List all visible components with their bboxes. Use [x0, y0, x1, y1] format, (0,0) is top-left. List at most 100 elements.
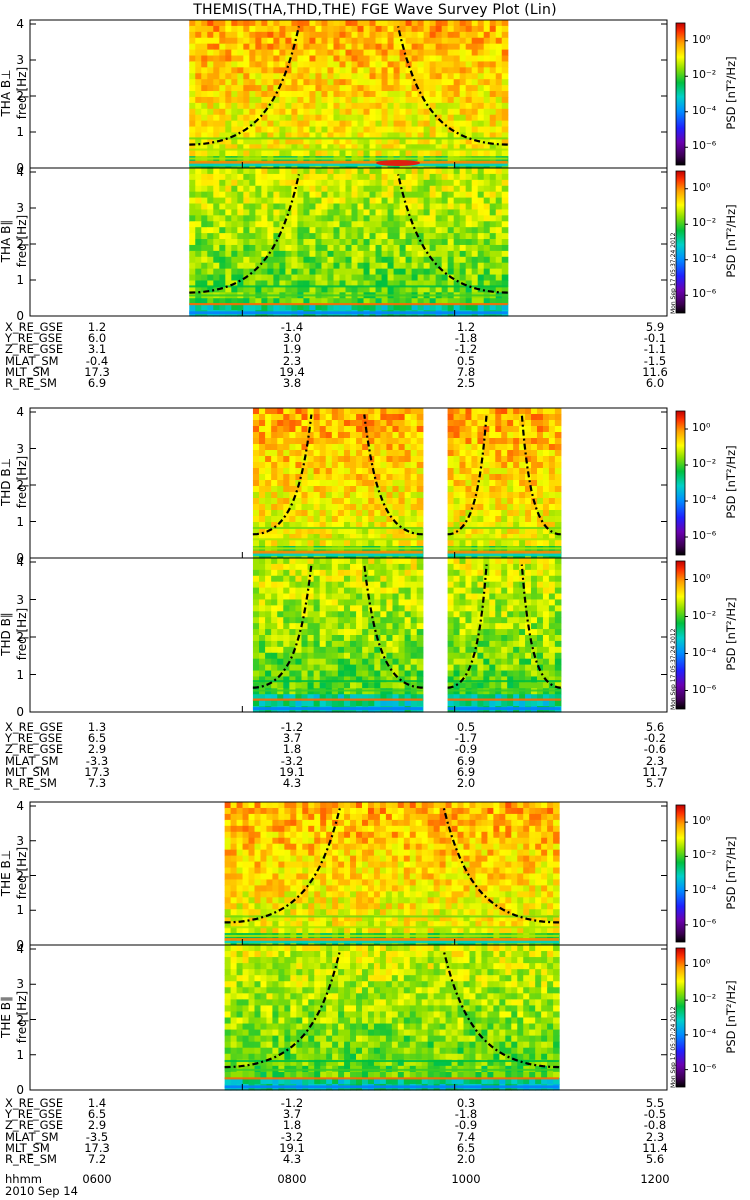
spectrogram-cell: [542, 575, 550, 583]
spectrogram-cell: [207, 138, 214, 145]
spectrogram-cell: [271, 540, 278, 547]
spectrogram-cell: [295, 534, 303, 541]
spectrogram-cell: [531, 658, 538, 666]
spectrogram-cell: [327, 268, 335, 276]
spectrogram-cell: [453, 575, 461, 583]
spectrogram-cell: [339, 244, 347, 252]
spectrogram-cell: [339, 120, 347, 128]
spectrogram-cell: [319, 635, 327, 642]
spectrogram-cell: [225, 203, 232, 211]
spectrogram-cell: [333, 96, 341, 104]
spectrogram-cell: [459, 640, 467, 648]
spectrogram-cell: [453, 25, 461, 33]
spectrogram-cell: [405, 126, 413, 134]
spectrogram-cell: [495, 486, 502, 493]
spectrogram-cell: [548, 414, 556, 421]
spectrogram-cell: [536, 456, 544, 463]
spectrogram-cell: [343, 658, 351, 666]
spectrogram-cell: [471, 227, 479, 234]
spectrogram-cell: [356, 635, 363, 642]
spectrogram-cell: [333, 20, 341, 27]
spectrogram-cell: [265, 516, 272, 523]
spectrogram-cell: [369, 67, 377, 74]
spectrogram-cell: [513, 480, 520, 487]
spectrogram-cell: [285, 191, 293, 199]
spectrogram-cell: [331, 498, 339, 505]
spectrogram-cell: [309, 61, 317, 68]
spectrogram-cell: [519, 468, 526, 475]
spectrogram-cell: [277, 516, 284, 523]
spectrogram-cell: [195, 239, 202, 246]
spectrogram-cell: [525, 504, 532, 511]
spectrogram-cell: [265, 575, 272, 583]
spectrogram-cell: [513, 486, 520, 493]
spectral-band: [189, 137, 508, 140]
spectrogram-cell: [554, 575, 562, 583]
spectrogram-cell: [465, 185, 473, 193]
spectrogram-cell: [459, 605, 467, 612]
spectrogram-cell: [435, 215, 443, 222]
spectrogram-cell: [501, 629, 508, 636]
spectrogram-cell: [405, 108, 413, 116]
spectrogram-cell: [362, 682, 369, 689]
spectrogram-cell: [429, 138, 437, 145]
spectrogram-cell: [189, 150, 196, 157]
spectrogram-cell: [295, 652, 303, 660]
spectrogram-cell: [483, 96, 491, 104]
spectrogram-cell: [350, 414, 357, 421]
spectrogram-cell: [405, 96, 413, 104]
spectrogram-cell: [531, 646, 538, 654]
spectrogram-cell: [283, 558, 290, 565]
spectrogram-cell: [483, 43, 491, 51]
spectrogram-cell: [333, 280, 341, 287]
spectrogram-cell: [339, 126, 347, 134]
spectrogram-cell: [313, 498, 321, 505]
spectrogram-cell: [271, 682, 278, 689]
spectrogram-cell: [501, 215, 509, 222]
spectrogram-cell: [249, 203, 256, 211]
spectrogram-cell: [489, 37, 497, 45]
spectrogram-cell: [333, 256, 341, 264]
spectrogram-cell: [542, 540, 550, 547]
spectrogram-cell: [453, 629, 461, 636]
spectrogram-cell: [392, 581, 400, 589]
spectrogram-cell: [429, 250, 437, 258]
spectrogram-cell: [495, 658, 502, 666]
spectrogram-cell: [285, 108, 293, 116]
spectrogram-cell: [307, 468, 315, 475]
spectrogram-cell: [291, 20, 299, 27]
spectrogram-cell: [351, 203, 359, 211]
spectrogram-cell: [483, 209, 491, 216]
spectrogram-cell: [495, 432, 502, 439]
spectrogram-cell: [423, 37, 431, 45]
spectrogram-cell: [447, 67, 455, 74]
spectrogram-cell: [368, 640, 375, 648]
spectrogram-cell: [542, 432, 550, 439]
spectrogram-cell: [465, 91, 473, 98]
spectrogram-cell: [213, 25, 220, 33]
spectrogram-cell: [283, 700, 290, 707]
spectrogram-cell: [350, 694, 357, 701]
spectrogram-cell: [343, 599, 351, 606]
spectrogram-cell: [489, 120, 497, 128]
spectrogram-cell: [477, 179, 485, 187]
spectrogram-cell: [307, 438, 315, 445]
spectrogram-cell: [459, 599, 467, 606]
spectrogram-cell: [411, 274, 419, 282]
spectrogram-cell: [207, 227, 214, 234]
spectrogram-cell: [277, 623, 284, 630]
spectrogram-cell: [337, 510, 345, 517]
spectrogram-cell: [489, 640, 496, 648]
spectrogram-cell: [375, 43, 383, 51]
spectrogram-cell: [319, 426, 327, 433]
spectrogram-cell: [398, 700, 406, 707]
spectrogram-cell: [301, 504, 309, 511]
spectrogram-cell: [417, 25, 425, 33]
spectrogram-cell: [507, 438, 514, 445]
spectrogram-cell: [380, 652, 388, 660]
spectrogram-cell: [252, 498, 260, 505]
spectrogram-cell: [195, 173, 202, 181]
spectrogram-cell: [219, 91, 226, 98]
spectrogram-cell: [447, 492, 455, 499]
spectrogram-cell: [195, 298, 202, 305]
